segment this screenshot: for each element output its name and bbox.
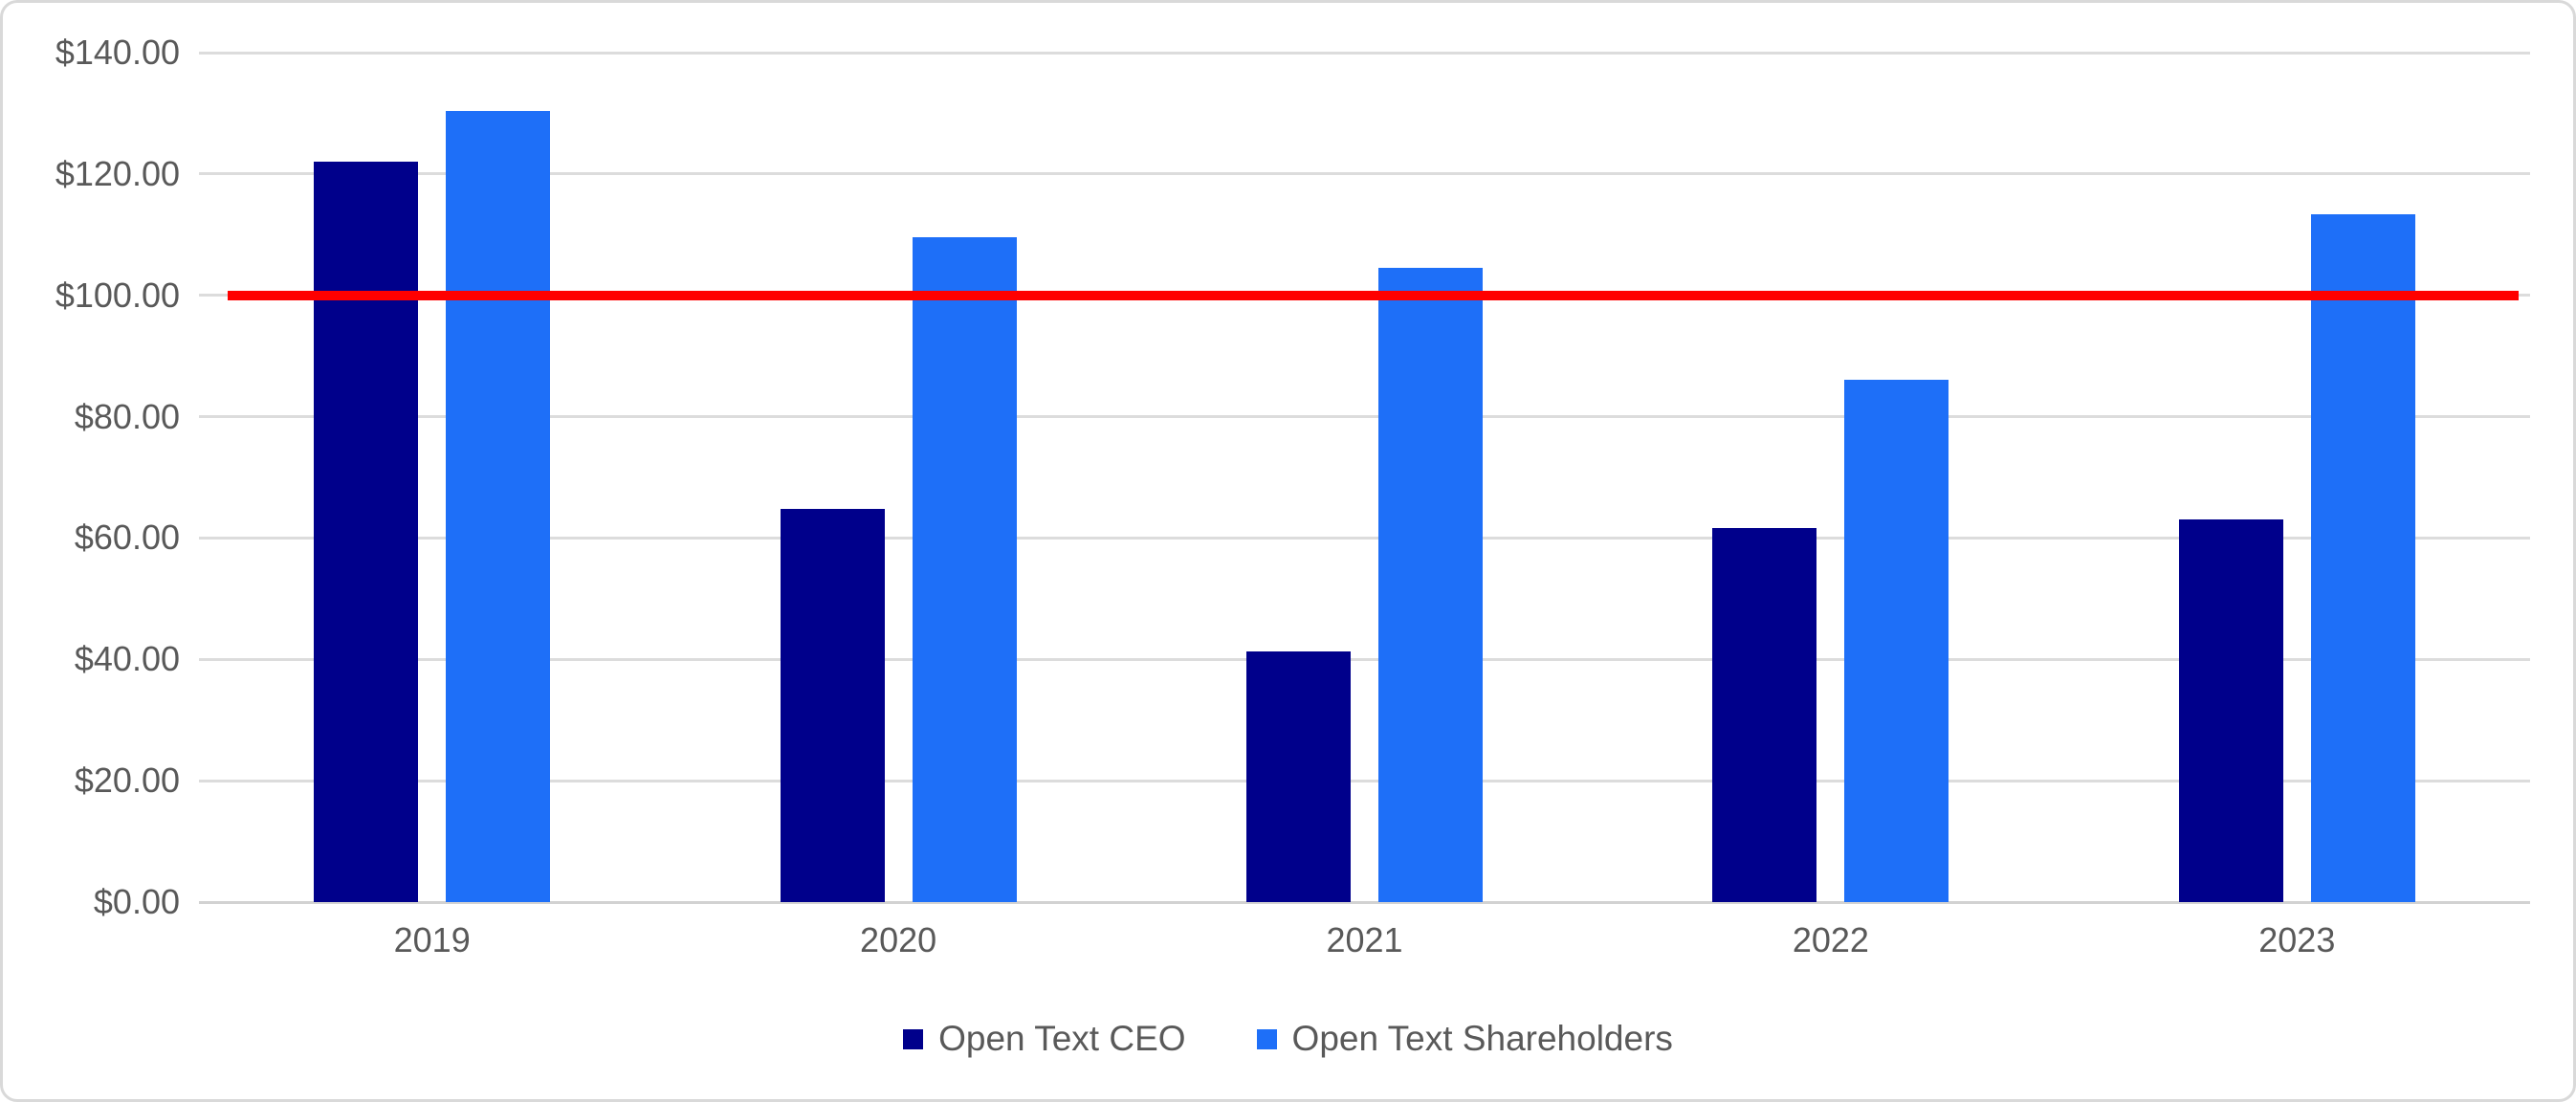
legend: Open Text CEO Open Text Shareholders bbox=[3, 1019, 2573, 1059]
bar-open-text-ceo-2019 bbox=[314, 162, 419, 902]
x-axis-label-2022: 2022 bbox=[1792, 920, 1869, 959]
bar-open-text-ceo-2020 bbox=[780, 508, 885, 902]
y-axis-tick-label-0: $0.00 bbox=[93, 882, 180, 921]
y-axis-tick-label-60: $60.00 bbox=[74, 518, 180, 558]
legend-item-open-text-shareholders: Open Text Shareholders bbox=[1256, 1019, 1673, 1059]
x-axis-label-2020: 2020 bbox=[860, 920, 937, 959]
legend-swatch-open-text-ceo bbox=[903, 1028, 924, 1049]
x-axis-line bbox=[199, 900, 2530, 904]
legend-label-open-text-ceo: Open Text CEO bbox=[938, 1019, 1186, 1058]
plot-area: $0.00 $20.00 $40.00 $60.00 $80.00 $100.00 $120… bbox=[3, 3, 2573, 1099]
y-axis-tick-label-140: $140.00 bbox=[55, 33, 180, 72]
bar-open-text-shareholders-2022 bbox=[1844, 379, 1949, 902]
gridline-80 bbox=[199, 415, 2530, 419]
x-axis-label-2021: 2021 bbox=[1326, 920, 1403, 959]
y-axis-tick-label-40: $40.00 bbox=[74, 639, 180, 679]
legend-item-open-text-ceo: Open Text CEO bbox=[903, 1019, 1186, 1059]
y-axis-tick-label-100: $100.00 bbox=[55, 275, 180, 315]
legend-label-open-text-shareholders: Open Text Shareholders bbox=[1291, 1019, 1673, 1058]
bar-open-text-shareholders-2023 bbox=[2310, 213, 2415, 902]
gridline-60 bbox=[199, 536, 2530, 540]
gridline-140 bbox=[199, 51, 2530, 55]
bar-open-text-shareholders-2019 bbox=[446, 110, 551, 902]
bar-open-text-ceo-2021 bbox=[1246, 651, 1351, 902]
gridline-20 bbox=[199, 779, 2530, 782]
y-axis-tick-label-20: $20.00 bbox=[74, 760, 180, 801]
bar-open-text-ceo-2022 bbox=[1712, 528, 1817, 902]
x-axis-label-2023: 2023 bbox=[2258, 920, 2336, 959]
y-axis-tick-label-120: $120.00 bbox=[55, 153, 180, 193]
bar-open-text-shareholders-2020 bbox=[912, 237, 1017, 902]
bar-open-text-ceo-2023 bbox=[2178, 518, 2283, 902]
gridline-40 bbox=[199, 657, 2530, 661]
y-axis-tick-label-80: $80.00 bbox=[74, 396, 180, 436]
x-axis-label-2019: 2019 bbox=[393, 920, 471, 959]
gridline-120 bbox=[199, 172, 2530, 176]
reference-line-100 bbox=[228, 290, 2519, 300]
legend-swatch-open-text-shareholders bbox=[1256, 1028, 1277, 1049]
bar-open-text-shareholders-2021 bbox=[1378, 268, 1483, 902]
